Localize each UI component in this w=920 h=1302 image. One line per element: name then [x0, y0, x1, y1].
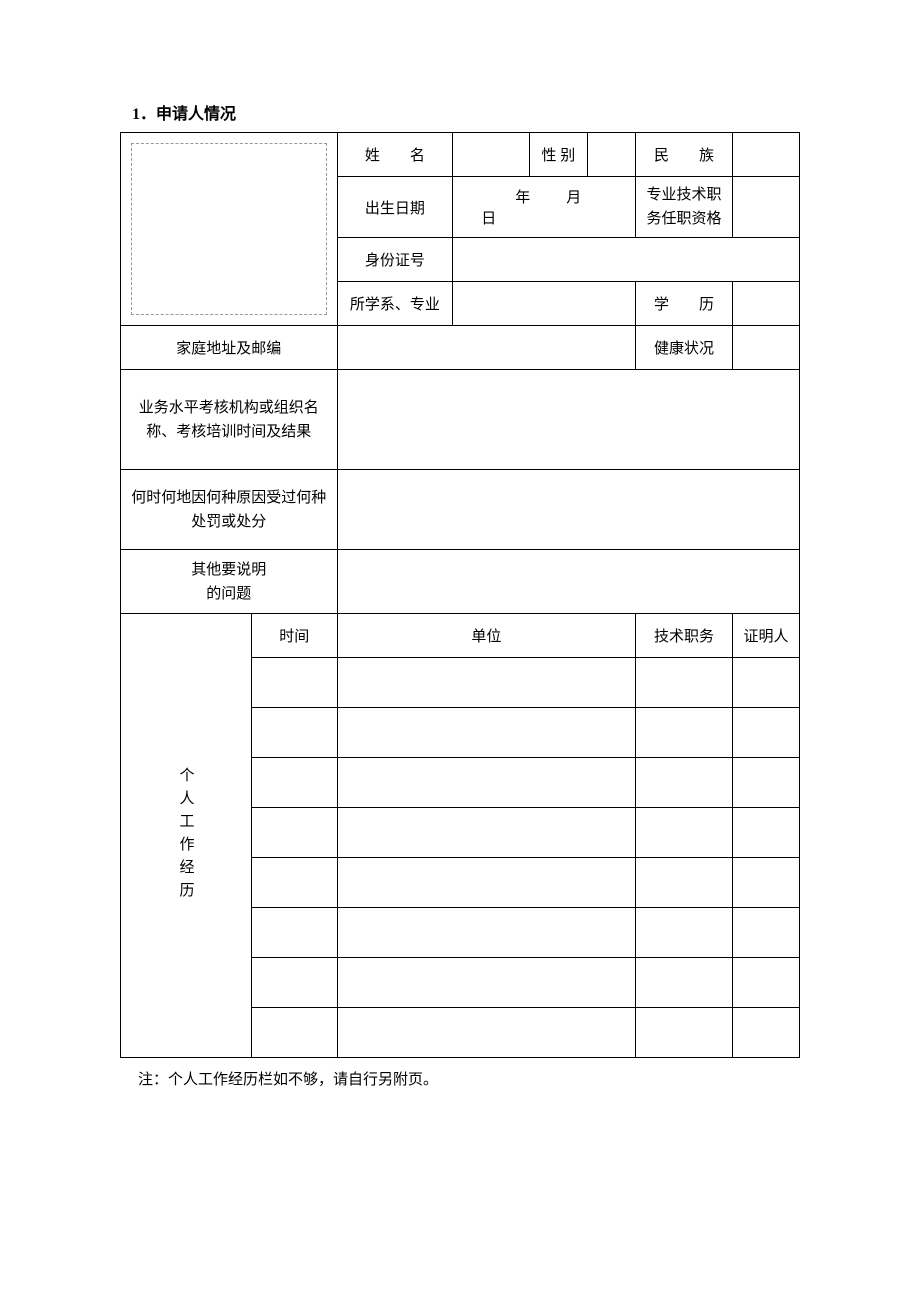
history-witness: [733, 858, 800, 908]
history-tech-position: [636, 858, 733, 908]
label-department-major: 所学系、专业: [337, 282, 453, 326]
history-unit: [337, 808, 635, 858]
history-tech-position: [636, 908, 733, 958]
photo-cell: [121, 133, 338, 326]
value-punishment: [337, 470, 799, 550]
label-history-tech-position: 技术职务: [636, 614, 733, 658]
value-ethnicity: [733, 133, 800, 177]
label-punishment: 何时何地因何种原因受过何种处罚或处分: [121, 470, 338, 550]
value-professional-title: [733, 177, 800, 238]
history-time: [252, 758, 338, 808]
history-witness: [733, 908, 800, 958]
history-time: [252, 858, 338, 908]
label-ethnicity: 民 族: [636, 133, 733, 177]
value-education: [733, 282, 800, 326]
history-tech-position: [636, 758, 733, 808]
photo-placeholder: [131, 143, 327, 315]
history-unit: [337, 858, 635, 908]
history-witness: [733, 658, 800, 708]
footnote: 注：个人工作经历栏如不够，请自行另附页。: [138, 1068, 800, 1089]
value-assessment: [337, 370, 799, 470]
history-unit: [337, 758, 635, 808]
history-time: [252, 658, 338, 708]
history-unit: [337, 908, 635, 958]
history-tech-position: [636, 658, 733, 708]
label-professional-title: 专业技术职务任职资格: [636, 177, 733, 238]
history-time: [252, 808, 338, 858]
section-title: 1．申请人情况: [132, 100, 800, 124]
history-tech-position: [636, 958, 733, 1008]
label-history-time: 时间: [252, 614, 338, 658]
value-id-number: [453, 238, 800, 282]
label-id-number: 身份证号: [337, 238, 453, 282]
history-time: [252, 958, 338, 1008]
value-home-address: [337, 326, 635, 370]
history-witness: [733, 808, 800, 858]
value-name: [453, 133, 530, 177]
history-unit: [337, 658, 635, 708]
history-unit: [337, 708, 635, 758]
label-gender: 性 别: [529, 133, 587, 177]
label-home-address: 家庭地址及邮编: [121, 326, 338, 370]
history-time: [252, 1008, 338, 1058]
history-witness: [733, 758, 800, 808]
history-witness: [733, 708, 800, 758]
value-department-major: [453, 282, 636, 326]
history-time: [252, 908, 338, 958]
label-work-history: 个人工作经历: [121, 614, 252, 1058]
history-tech-position: [636, 808, 733, 858]
history-unit: [337, 958, 635, 1008]
value-other-notes: [337, 550, 799, 614]
history-time: [252, 708, 338, 758]
value-gender: [588, 133, 636, 177]
label-other-notes: 其他要说明 的问题: [121, 550, 338, 614]
label-history-witness: 证明人: [733, 614, 800, 658]
history-tech-position: [636, 708, 733, 758]
label-assessment: 业务水平考核机构或组织名称、考核培训时间及结果: [121, 370, 338, 470]
label-health-status: 健康状况: [636, 326, 733, 370]
history-witness: [733, 1008, 800, 1058]
history-tech-position: [636, 1008, 733, 1058]
label-birthdate: 出生日期: [337, 177, 453, 238]
value-health-status: [733, 326, 800, 370]
label-education: 学 历: [636, 282, 733, 326]
label-history-unit: 单位: [337, 614, 635, 658]
applicant-form-table: 姓 名 性 别 民 族 出生日期 年 月 日 专业技术职务任职资格 身份证号 所…: [120, 132, 800, 1058]
label-name: 姓 名: [337, 133, 453, 177]
history-unit: [337, 1008, 635, 1058]
history-witness: [733, 958, 800, 1008]
value-birthdate: 年 月 日: [453, 177, 636, 238]
